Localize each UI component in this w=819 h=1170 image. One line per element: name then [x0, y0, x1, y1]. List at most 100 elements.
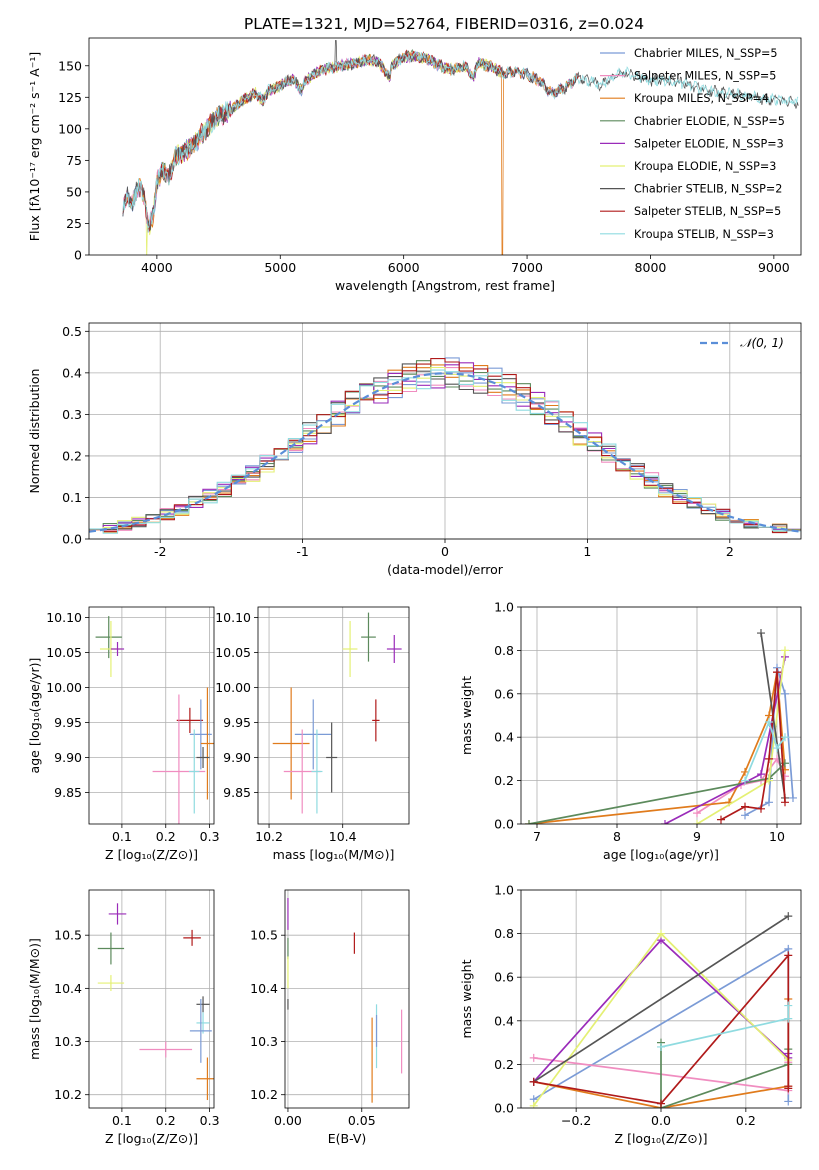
x-tick-label: 9 [693, 829, 701, 844]
x-tick-label: 2 [726, 544, 734, 559]
x-tick-label: 1 [583, 544, 591, 559]
axes-residuals: -2 -1 0 1 2 0.0 0.1 0.2 0.3 0.4 0.5 (data-model)/er… [27, 322, 802, 577]
weight-marker-chabrier-miles [741, 811, 749, 820]
y-tick-label: 0 [74, 248, 82, 263]
y-tick-label: 25 [66, 216, 82, 231]
x-tick-label: 0.0 [651, 1113, 671, 1128]
figure-title: PLATE=1321, MJD=52764, FIBERID=0316, z=0… [244, 15, 644, 33]
axes-frame [257, 606, 410, 825]
weight-marker-salpeter-elodie [661, 820, 669, 824]
legend-label-salpeter-miles: Salpeter MILES, N_SSP=5 [634, 70, 776, 83]
y-tick-label: 10.4 [54, 981, 82, 996]
errorbar-chabrier-elodie [97, 932, 125, 965]
y-axis-label: Flux [fλ10⁻¹⁷ erg cm⁻² s⁻¹ A⁻¹] [27, 52, 42, 241]
legend-label-kroupa-stelib: Kroupa STELIB, N_SSP=3 [634, 228, 774, 241]
axes-age_vs_mass: 10.2 10.4 9.85 9.90 9.95 10.00 10.05 10.10 mass … [215, 606, 410, 862]
errorbar-chabrier-stelib [196, 996, 210, 1013]
y-tick-label: 10.2 [250, 1087, 278, 1102]
errorbar-salpeter-stelib [183, 929, 201, 946]
axes-spectrum: 4000 5000 6000 7000 8000 9000 0 25 50 75 100 125 150… [27, 37, 802, 293]
weight-marker-salpeter-stelib [657, 1099, 665, 1108]
x-tick-label: 0.2 [736, 1113, 756, 1128]
x-axis-label: Z [log₁₀(Z/Z⊙)] [105, 847, 198, 862]
y-tick-label: 9.90 [223, 750, 251, 765]
x-axis-label: age [log₁₀(age/yr)] [603, 847, 719, 862]
weight-line-chabrier-stelib [533, 915, 789, 1083]
y-tick-label: 0.8 [494, 926, 514, 941]
axes-frame [88, 606, 215, 825]
x-tick-label: 8 [613, 829, 621, 844]
axes-frame [520, 889, 802, 1109]
y-tick-label: 10.2 [54, 1087, 82, 1102]
spectrum-line-salpeter-miles [122, 51, 577, 227]
x-tick-label: 0.1 [112, 1113, 132, 1128]
errorbar-kroupa-stelib [189, 729, 200, 814]
y-tick-label: 0.0 [494, 817, 514, 832]
errorbar-chabrier-stelib [326, 722, 338, 793]
y-tick-label: 0.3 [62, 407, 82, 422]
y-axis-label: age [log₁₀(age/yr)] [27, 658, 42, 774]
weight-line-salpeter-elodie [664, 656, 786, 824]
legend: 𝒩(0, 1) [700, 336, 784, 350]
axes-frame [88, 37, 802, 256]
weight-marker-salpeter-stelib [717, 815, 725, 824]
weight-marker-kroupa-stelib [741, 776, 749, 785]
y-tick-label: 0.2 [494, 773, 514, 788]
weight-marker-kroupa-stelib [784, 1001, 793, 1010]
histogram-salpeter-stelib [89, 358, 801, 534]
weight-marker-kroupa-stelib [784, 1014, 793, 1023]
errorbar-chabrier-miles [189, 999, 212, 1063]
weight-marker-salpeter-stelib [773, 668, 781, 677]
axes-frame [520, 606, 802, 825]
weight-marker-kroupa-stelib [765, 718, 773, 727]
x-tick-label: 5000 [264, 260, 296, 275]
weight-marker-salpeter-stelib [765, 754, 773, 763]
x-tick-label: -2 [154, 544, 166, 559]
weight-marker-chabrier-miles [765, 798, 773, 807]
y-tick-label: 0.4 [494, 1013, 514, 1028]
legend-label-salpeter-elodie: Salpeter ELODIE, N_SSP=3 [634, 137, 784, 150]
legend-label-chabrier-elodie: Chabrier ELODIE, N_SSP=5 [634, 115, 785, 128]
y-tick-label: 150 [58, 58, 82, 73]
y-tick-label: 1.0 [494, 600, 514, 615]
legend-label-normal: 𝒩(0, 1) [740, 336, 784, 350]
weight-marker-chabrier-stelib [757, 629, 765, 638]
legend-label-salpeter-stelib: Salpeter STELIB, N_SSP=5 [634, 205, 781, 218]
errorbar-kroupa-elodie [342, 621, 358, 677]
y-tick-label: 10.4 [250, 981, 278, 996]
y-tick-label: 10.10 [46, 610, 82, 625]
weight-marker-salpeter-stelib [784, 951, 793, 960]
errorbar-kroupa-stelib [196, 1012, 210, 1034]
weight-marker-kroupa-elodie [657, 929, 665, 938]
axes-frame [88, 889, 215, 1109]
weight-marker-salpeter-stelib [529, 1077, 538, 1086]
errorbar-kroupa-stelib [311, 729, 323, 814]
x-tick-label: 10.2 [255, 829, 283, 844]
axes-massweight_vs_age: 7 8 9 10 0.0 0.2 0.4 0.6 0.8 1.0 age [log₁₀(age/yr… [459, 600, 802, 862]
weight-marker-chabrier-miles [789, 793, 797, 802]
y-tick-label: 10.05 [46, 645, 82, 660]
y-tick-label: 10.5 [54, 928, 82, 943]
x-axis-label: E(B-V) [328, 1131, 367, 1146]
spectrum-line-kroupa-elodie [144, 51, 503, 255]
errorbar-salpeter-elodie [386, 635, 402, 663]
histogram-salpeter-elodie [89, 362, 801, 531]
x-tick-label: 9000 [758, 260, 790, 275]
plot-area [122, 40, 799, 255]
x-tick-label: 7000 [511, 260, 543, 275]
weight-line-salpeter-stelib [720, 672, 786, 821]
weight-marker-salpeter-elodie [757, 770, 765, 779]
weight-marker-kroupa-stelib [773, 744, 781, 753]
y-tick-label: 0.5 [62, 324, 82, 339]
y-tick-label: 9.85 [223, 785, 251, 800]
y-tick-label: 50 [66, 184, 82, 199]
weight-marker-salpeter-stelib [757, 804, 765, 813]
weight-line-kroupa-miles [528, 671, 786, 824]
axes-mass_vs_EBV: 0.00 0.05 10.2 10.3 10.4 10.5 E(B-V) [250, 889, 410, 1146]
x-axis-label: Z [log₁₀(Z/Z⊙)] [105, 1131, 198, 1146]
x-tick-label: 0.2 [156, 1113, 176, 1128]
x-tick-label: 0 [441, 544, 449, 559]
errorbar-salpeter-miles [139, 1041, 193, 1058]
plot-area [95, 616, 214, 824]
normal-curve [89, 372, 801, 533]
